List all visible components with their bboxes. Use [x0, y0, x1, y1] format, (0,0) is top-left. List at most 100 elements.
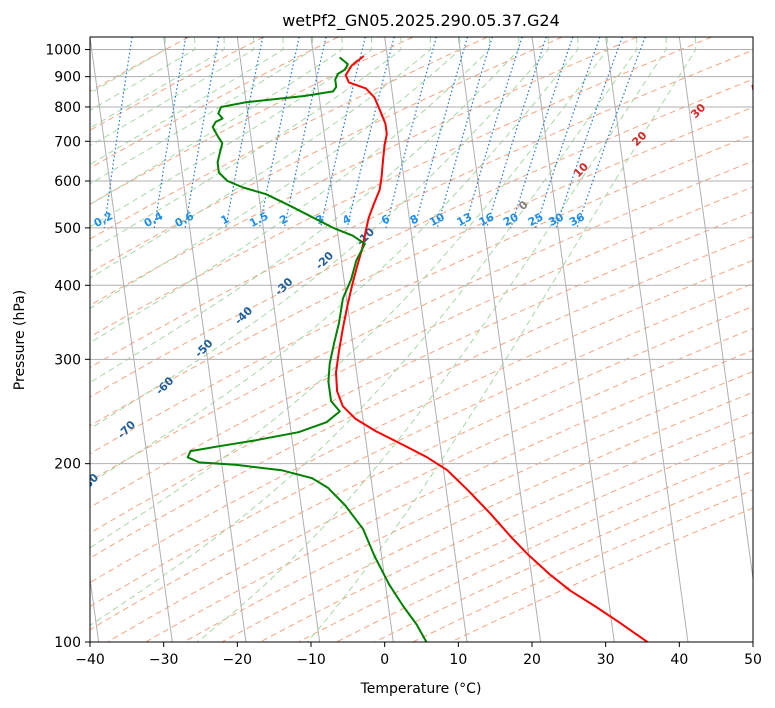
x-tick-label: −30 — [149, 652, 179, 668]
moist-adiabat-line — [90, 37, 638, 626]
mixing-ratio-line — [184, 37, 220, 228]
moist-adiabat-label: 10 — [571, 160, 591, 180]
mixing-ratio-label: 20 — [501, 210, 521, 229]
dry-adiabat-line — [374, 470, 753, 642]
mixing-ratio-line — [385, 37, 437, 229]
x-tick-label: 0 — [380, 652, 389, 668]
dry-adiabat-line — [90, 37, 339, 169]
chart-title: wetPf2_GN05.2025.290.05.37.G24 — [282, 11, 560, 31]
x-tick-label: 20 — [523, 652, 541, 668]
mixing-ratio-label: 1.5 — [247, 209, 270, 230]
mixing-ratio-label: 1 — [219, 212, 232, 227]
dry-adiabat-label: -80 — [78, 471, 101, 494]
isotherm-line — [384, 37, 468, 642]
dry-adiabat-line — [90, 37, 712, 338]
mixing-ratio-label: 0.4 — [142, 209, 166, 230]
dry-adiabat-line — [90, 49, 753, 369]
isotherm-line — [236, 37, 321, 642]
moist-adiabat-line — [196, 37, 667, 642]
mixing-ratio-line — [436, 37, 493, 229]
moist-adiabat-label: 20 — [630, 129, 650, 149]
x-tick-label: 30 — [597, 652, 615, 668]
mixing-ratio-line — [153, 37, 187, 228]
dry-adiabat-line — [90, 186, 753, 508]
dry-adiabat-line — [90, 37, 638, 306]
y-axis-label: Pressure (hPa) — [12, 290, 28, 390]
mixing-ratio-line — [555, 37, 623, 229]
sounding-line — [186, 56, 428, 642]
x-tick-label: 50 — [744, 652, 762, 668]
mixing-ratio-label: 2 — [277, 212, 290, 227]
mixing-ratio-line — [535, 37, 601, 229]
moist-adiabat-line — [90, 37, 490, 344]
mixing-ratio-label: 25 — [526, 210, 546, 229]
dry-adiabat-line — [90, 37, 488, 240]
moist-adiabat-line — [90, 37, 225, 129]
y-tick-label: 600 — [54, 174, 81, 190]
mixing-ratio-line — [346, 37, 395, 229]
moist-adiabat-line — [90, 37, 284, 166]
dry-adiabat-line — [90, 106, 753, 427]
y-tick-label: 700 — [54, 134, 81, 150]
mixing-ratio-line — [103, 37, 133, 228]
mixing-ratio-label: 0.6 — [173, 209, 197, 230]
plot-area: 0.1 0.2 0.4 0.6 1 1.5 2 3 4 6 8 10 13 16 20 25 30 36-100-… — [8, 37, 767, 654]
moist-adiabat-line — [90, 37, 549, 430]
mixing-ratio-label: 16 — [477, 210, 497, 229]
moist-adiabat-line — [90, 37, 166, 94]
mixing-ratio-label: 13 — [455, 210, 475, 229]
mixing-ratio-line — [413, 37, 469, 229]
mixing-ratio-line — [486, 37, 547, 229]
moist-adiabat-label: 40 — [747, 76, 767, 96]
isotherm-line — [90, 574, 100, 642]
y-tick-label: 500 — [54, 221, 81, 237]
dry-adiabat-line — [90, 37, 563, 274]
x-tick-label: −10 — [296, 652, 326, 668]
moist-adiabat-line — [90, 37, 373, 228]
isotherms — [90, 37, 753, 642]
dry-adiabat-line — [90, 283, 753, 608]
x-tick-label: 40 — [670, 652, 688, 668]
mixing-ratio-label: 30 — [546, 210, 566, 229]
y-tick-label: 100 — [54, 635, 81, 651]
dry-adiabat-line — [90, 37, 264, 131]
dry-adiabat-label: -20 — [313, 249, 336, 272]
mixing-ratio-label: 4 — [340, 212, 353, 227]
dry-adiabat-line — [90, 160, 753, 482]
dry-adiabat-line — [90, 235, 753, 559]
y-tick-label: 200 — [54, 457, 81, 473]
x-tick-label: −40 — [75, 652, 105, 668]
x-axis-ticks: −40 −30 −20 −10 0 10 20 30 40 50 — [75, 642, 762, 668]
isotherm-line — [678, 37, 753, 583]
isotherm-line — [310, 37, 394, 642]
dry-adiabat-label: -100 — [8, 625, 37, 654]
isotherm-line — [752, 37, 753, 41]
dry-adiabat-label: -40 — [232, 304, 255, 327]
moist-adiabat-line — [90, 37, 520, 384]
mixing-ratio-line — [258, 37, 300, 229]
isotherm-line — [457, 37, 542, 642]
y-tick-label: 800 — [54, 100, 81, 116]
sounding-line — [335, 55, 648, 642]
x-axis-label: Temperature (°C) — [360, 681, 482, 697]
dry-adiabat-label: -90 — [43, 537, 66, 560]
y-tick-label: 1000 — [45, 43, 81, 59]
dry-adiabat-line — [336, 451, 753, 642]
isobars — [90, 49, 753, 642]
dry-adiabat-line — [90, 134, 753, 455]
dry-adiabat-line — [145, 349, 753, 642]
dry-adiabat-line — [90, 211, 753, 534]
mixing-ratio-label: 36 — [567, 210, 587, 229]
moist-adiabat-line — [90, 37, 579, 484]
dry-adiabat-line — [183, 370, 753, 642]
y-tick-label: 400 — [54, 278, 81, 294]
moist-adiabat-label: 0 — [516, 198, 531, 213]
y-tick-label: 900 — [54, 70, 81, 86]
moist-adiabats — [90, 37, 697, 642]
mixing-ratio-lines — [103, 37, 646, 229]
isotherm-line — [90, 37, 173, 642]
isotherm-line — [531, 37, 615, 642]
dry-adiabat-label: -30 — [272, 275, 295, 298]
mixing-ratio-line — [319, 37, 366, 229]
